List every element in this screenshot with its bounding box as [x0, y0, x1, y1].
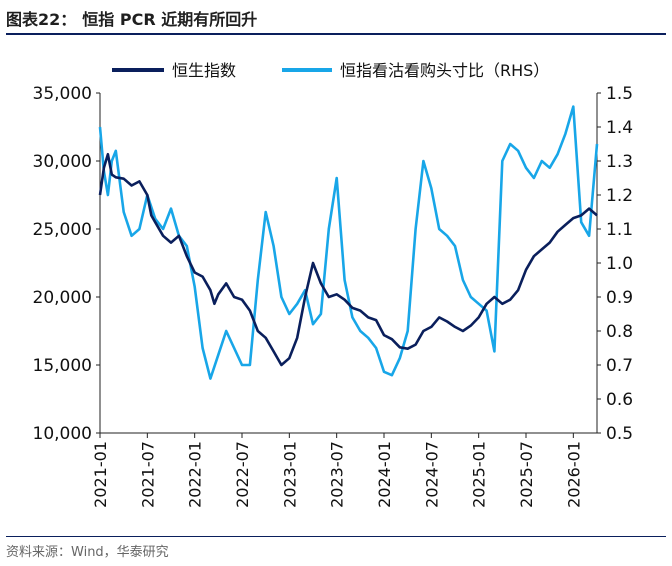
right-tick-label: 1.4 [606, 118, 633, 138]
left-tick-label: 10,000 [33, 424, 92, 444]
left-tick-label: 15,000 [33, 356, 92, 376]
x-tick-label: 2025-07 [517, 441, 536, 508]
title-divider [6, 33, 666, 35]
chart-canvas: 10,000 15,000 20,000 25,000 30,000 35,000 0.5 0… [33, 61, 634, 508]
legend-item-pcr-label: 恒指看沽看购头寸比（RHS） [340, 61, 549, 80]
x-tick-label: 2023-01 [280, 441, 299, 508]
series-line-pcr [98, 105, 599, 380]
right-tick-label: 1.2 [606, 186, 633, 206]
right-tick-label: 0.5 [606, 424, 633, 444]
x-tick-label: 2024-01 [375, 441, 394, 508]
footer-divider [6, 536, 666, 537]
x-tick-label: 2023-07 [328, 441, 347, 508]
x-tick-label: 2021-01 [91, 441, 110, 508]
right-tick-label: 1.3 [606, 152, 633, 172]
right-tick-label: 1.0 [606, 254, 633, 274]
x-tick-label: 2022-01 [186, 441, 205, 508]
left-tick-label: 35,000 [33, 84, 92, 104]
source-label: 资料来源： [6, 545, 72, 560]
x-tick-label: 2026-01 [564, 441, 583, 508]
x-tick-label: 2025-01 [470, 441, 489, 508]
right-tick-label: 0.8 [606, 322, 633, 342]
right-tick-label: 1.5 [606, 84, 633, 104]
right-tick-label: 0.6 [606, 390, 633, 410]
figure-title: 恒指 PCR 近期有所回升 [82, 10, 258, 29]
source-text: Wind，华泰研究 [71, 545, 169, 560]
chart-title: 图表22： 恒指 PCR 近期有所回升 [6, 6, 257, 30]
left-tick-label: 30,000 [33, 152, 92, 172]
legend-item-hsi-label: 恒生指数 [172, 61, 236, 80]
source-note: 资料来源：Wind，华泰研究 [6, 541, 169, 560]
x-tick-label: 2021-07 [138, 441, 157, 508]
x-tick-label: 2022-07 [233, 441, 252, 508]
x-tick-label: 2024-07 [422, 441, 441, 508]
series-line-hsi [98, 152, 598, 367]
right-tick-label: 1.1 [606, 220, 633, 240]
figure-number: 图表22： [6, 10, 77, 29]
right-tick-label: 0.9 [606, 288, 633, 308]
left-tick-label: 20,000 [33, 288, 92, 308]
left-tick-label: 25,000 [33, 220, 92, 240]
right-tick-label: 0.7 [606, 356, 633, 376]
